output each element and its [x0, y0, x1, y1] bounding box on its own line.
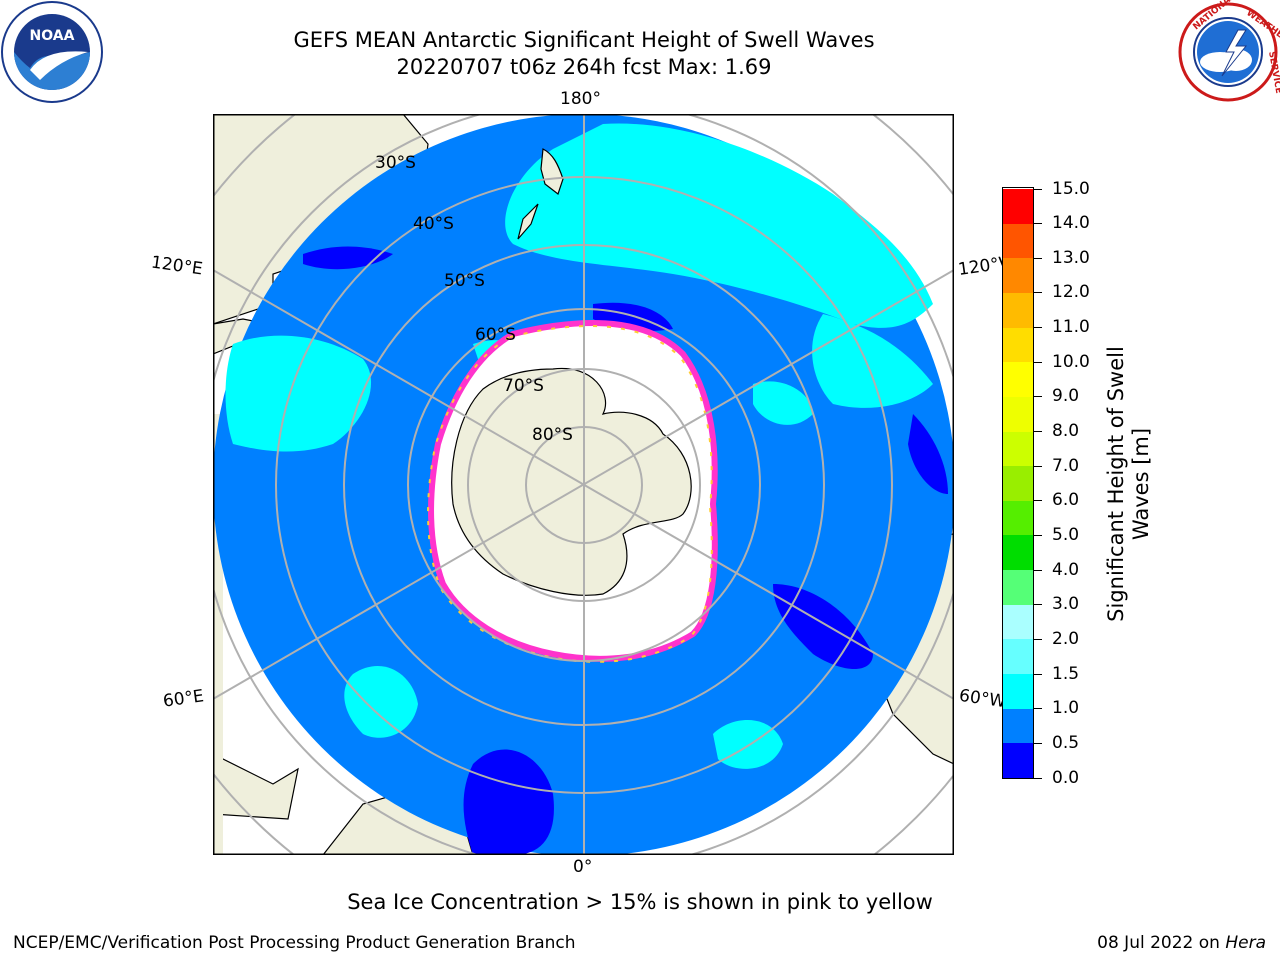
- colorbar-segment: [1003, 500, 1033, 536]
- colorbar-tick-label: 0.5: [1052, 732, 1080, 753]
- colorbar-tick: [1034, 431, 1042, 433]
- colorbar-tick: [1034, 292, 1042, 294]
- nws-logo: NATIONAL WEATHER SERVICE: [1178, 0, 1280, 102]
- colorbar-tick-label: 10.0: [1052, 351, 1090, 372]
- colorbar-segment: [1003, 188, 1033, 224]
- colorbar-tick-label: 6.0: [1052, 490, 1080, 511]
- colorbar-segment: [1003, 292, 1033, 328]
- colorbar-segment: [1003, 673, 1033, 709]
- colorbar-segment: [1003, 327, 1033, 363]
- colorbar-segment: [1003, 708, 1033, 744]
- colorbar-tick-label: 8.0: [1052, 421, 1080, 442]
- colorbar-tick: [1034, 708, 1042, 710]
- colorbar-tick-label: 4.0: [1052, 559, 1080, 580]
- credit-machine: Hera: [1225, 933, 1266, 953]
- lon-label-60w: 60°W: [957, 685, 1008, 713]
- colorbar-tick-label: 9.0: [1052, 386, 1080, 407]
- credit-left: NCEP/EMC/Verification Post Processing Pr…: [13, 933, 576, 953]
- colorbar-tick-label: 5.0: [1052, 524, 1080, 545]
- graticule: [213, 114, 954, 855]
- lat-label-40s: 40°S: [413, 214, 454, 234]
- credit-right: 08 Jul 2022 on Hera: [1097, 933, 1266, 953]
- colorbar-tick: [1034, 673, 1042, 675]
- colorbar-tick: [1034, 638, 1042, 640]
- lat-label-60s: 60°S: [475, 325, 516, 345]
- colorbar-tick-label: 13.0: [1052, 247, 1090, 268]
- colorbar-tick-label: 11.0: [1052, 317, 1090, 338]
- colorbar-tick: [1034, 257, 1042, 259]
- colorbar-tick: [1034, 223, 1042, 225]
- colorbar-tick-label: 2.0: [1052, 628, 1080, 649]
- noaa-logo: NOAA: [1, 1, 103, 103]
- lat-label-50s: 50°S: [444, 271, 485, 291]
- colorbar-tick: [1034, 188, 1042, 190]
- colorbar-segment: [1003, 742, 1033, 778]
- chart-subtitle: 20220707 t06z 264h fcst Max: 1.69: [396, 55, 772, 79]
- colorbar-segment: [1003, 396, 1033, 432]
- colorbar-tick: [1034, 396, 1042, 398]
- colorbar-tick: [1034, 569, 1042, 571]
- colorbar-segment: [1003, 257, 1033, 293]
- colorbar-tick-label: 1.0: [1052, 698, 1080, 719]
- lon-label-60e: 60°E: [161, 686, 206, 712]
- colorbar-tick: [1034, 361, 1042, 363]
- colorbar-tick-label: 3.0: [1052, 594, 1080, 615]
- colorbar-tick-label: 7.0: [1052, 455, 1080, 476]
- lat-label-30s: 30°S: [375, 153, 416, 173]
- colorbar-segment: [1003, 638, 1033, 675]
- footnote: Sea Ice Concentration > 15% is shown in …: [347, 890, 933, 914]
- colorbar: [1002, 187, 1034, 779]
- colorbar-tick: [1034, 327, 1042, 329]
- colorbar-title: Significant Height of Swell Waves [m]: [1104, 324, 1154, 644]
- colorbar-tick-label: 12.0: [1052, 282, 1090, 303]
- colorbar-segment: [1003, 465, 1033, 501]
- colorbar-segment: [1003, 431, 1033, 467]
- colorbar-tick-label: 15.0: [1052, 178, 1090, 199]
- colorbar-tick: [1034, 742, 1042, 744]
- colorbar-tick-label: 14.0: [1052, 213, 1090, 234]
- new-zealand: [517, 148, 564, 240]
- colorbar-tick-label: 1.5: [1052, 663, 1080, 684]
- colorbar-tick: [1034, 604, 1042, 606]
- lon-label-180: 180°: [560, 89, 601, 109]
- colorbar-tick-label: 0.0: [1052, 767, 1080, 788]
- map-frame: [213, 114, 954, 855]
- colorbar-segment: [1003, 604, 1033, 640]
- chart-title: GEFS MEAN Antarctic Significant Height o…: [293, 28, 875, 52]
- lat-label-70s: 70°S: [503, 376, 544, 396]
- colorbar-segment: [1003, 569, 1033, 605]
- colorbar-tick: [1034, 500, 1042, 502]
- colorbar-segment: [1003, 361, 1033, 397]
- colorbar-segment: [1003, 223, 1033, 259]
- colorbar-segment: [1003, 534, 1033, 571]
- lon-label-0: 0°: [573, 857, 593, 877]
- colorbar-tick: [1034, 777, 1042, 779]
- lon-label-120e: 120°E: [149, 252, 204, 280]
- polar-map: 30°S 40°S 50°S 60°S 70°S 80°S: [213, 114, 954, 855]
- colorbar-title-line1: Significant Height of Swell: [1104, 346, 1128, 622]
- credit-date: 08 Jul 2022 on: [1097, 933, 1226, 953]
- colorbar-title-line2: Waves [m]: [1129, 427, 1153, 541]
- colorbar-tick: [1034, 534, 1042, 536]
- lat-label-80s: 80°S: [532, 425, 573, 445]
- antarctica: [451, 367, 692, 596]
- colorbar-tick: [1034, 465, 1042, 467]
- noaa-logo-text: NOAA: [30, 28, 75, 44]
